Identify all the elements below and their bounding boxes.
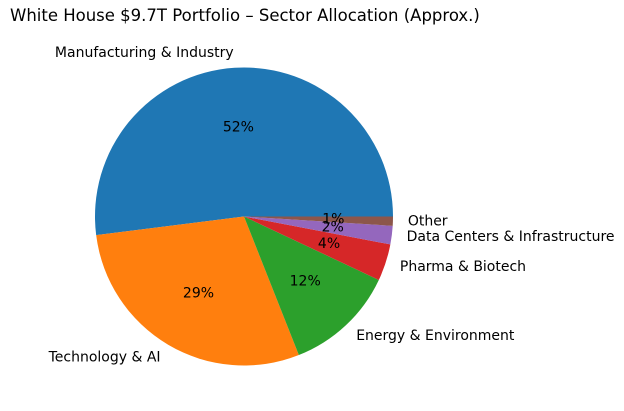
pie-slice-manufacturing-industry — [95, 67, 393, 236]
pie-slice-data-centers-infrastructure — [244, 216, 393, 245]
pie-pct-energy-environment: 12% — [290, 274, 321, 290]
pie-label-energy-environment: Energy & Environment — [356, 328, 515, 344]
chart-title: White House $9.7T Portfolio – Sector All… — [10, 6, 480, 25]
pie-slice-energy-environment — [244, 216, 379, 356]
pie-pct-technology-ai: 29% — [183, 285, 214, 301]
pie-pct-manufacturing-industry: 52% — [223, 119, 254, 135]
pie-pct-data-centers-infrastructure: 2% — [322, 220, 344, 236]
pie-label-other: Other — [408, 214, 448, 230]
pie-label-pharma-biotech: Pharma & Biotech — [400, 259, 526, 275]
pie-pct-pharma-biotech: 4% — [318, 236, 340, 252]
pie-slice-other — [244, 216, 393, 226]
pie-pct-other: 1% — [322, 211, 344, 227]
pie-label-data-centers-infrastructure: Data Centers & Infrastructure — [407, 229, 615, 245]
pie-label-manufacturing-industry: Manufacturing & Industry — [55, 45, 234, 61]
pie-label-technology-ai: Technology & AI — [48, 350, 161, 366]
pie-slice-technology-ai — [96, 216, 299, 366]
pie-slice-pharma-biotech — [244, 216, 391, 280]
